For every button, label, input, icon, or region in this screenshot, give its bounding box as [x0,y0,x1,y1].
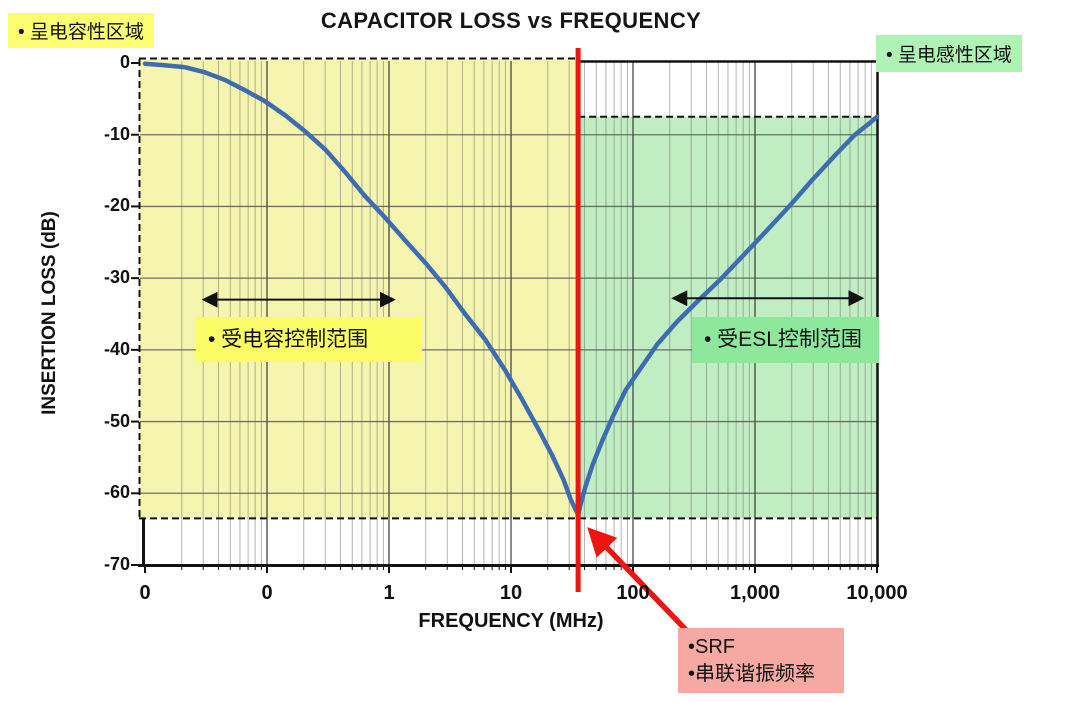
capacitance-controlled-range-label: • 受电容控制范围 [196,317,422,362]
y-tick-label: -70 [103,554,130,574]
esl-controlled-range-label: • 受ESL控制范围 [692,317,879,363]
x-tick-label: 0 [261,582,273,604]
plot-graphics [131,48,880,635]
x-axis-title: FREQUENCY (MHz) [418,610,604,632]
inductive-region-label: • 呈电感性区域 [876,35,1022,72]
x-tick-label: 1 [383,582,395,604]
x-tick-label: 10,000 [846,582,908,604]
srf-label-line2: •串联谐振频率 [688,663,816,685]
y-axis-title: INSERTION LOSS (dB) [39,211,60,415]
y-tick-label: -10 [103,123,130,144]
y-tick-label: -20 [103,195,130,216]
x-tick-label: 10 [499,582,523,604]
y-tick-label: -30 [103,267,130,288]
y-tick-label: -40 [103,338,130,359]
x-tick-label: 100 [616,582,650,604]
y-tick-label: -60 [103,482,130,503]
srf-annotation-box: •SRF •串联谐振频率 [678,628,844,693]
capacitive-region-fill [139,59,579,519]
capacitive-region-label: • 呈电容性区域 [8,13,154,48]
srf-pointer-arrow [587,527,691,635]
y-tick-label: 0 [119,52,130,72]
chart-title: CAPACITOR LOSS vs FREQUENCY [320,8,702,33]
x-tick-label: 0 [139,582,151,604]
srf-label-line1: •SRF [688,636,736,658]
y-tick-label: -50 [103,410,130,431]
x-tick-label: 1,000 [729,582,781,604]
insertion-loss-curve [142,61,880,518]
